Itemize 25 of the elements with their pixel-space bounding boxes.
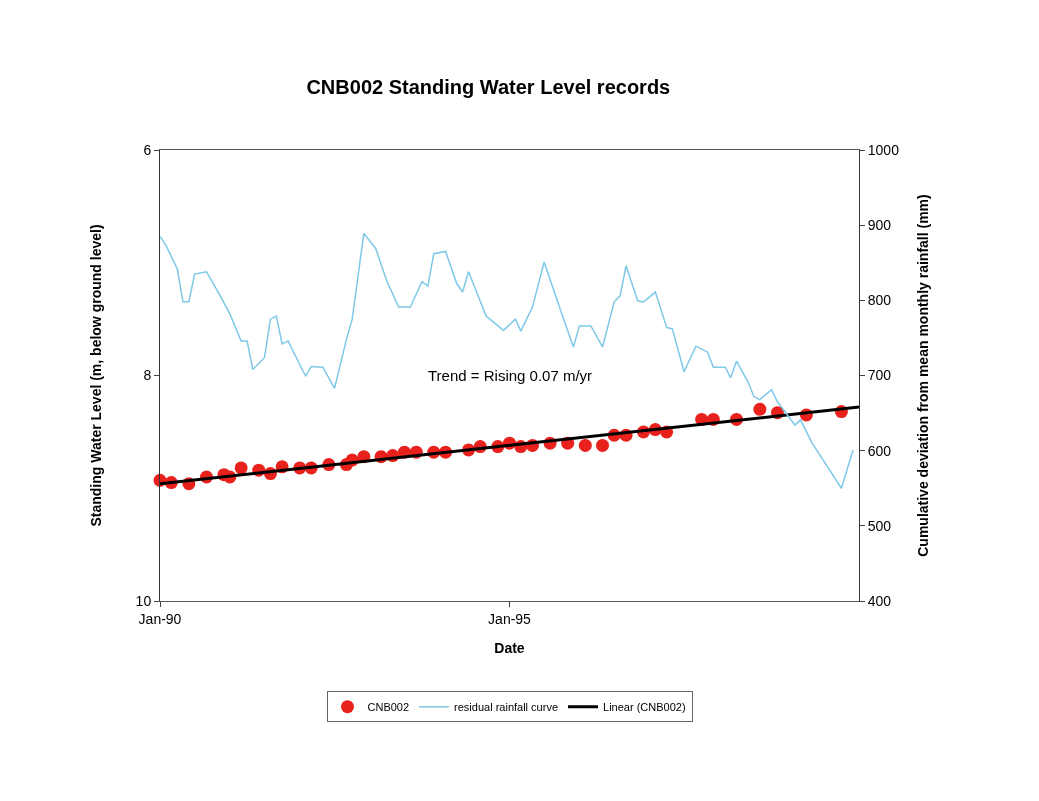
y-tick-label: 6 xyxy=(143,141,152,158)
line-series xyxy=(160,232,854,489)
x-tick-label: Jan-95 xyxy=(488,610,532,627)
y2-axis-title: Cumulative deviation from mean monthly rainfall (mm) xyxy=(915,194,932,557)
point xyxy=(234,461,248,475)
y2-tick-label: 400 xyxy=(867,592,892,609)
x-axis-title: Date xyxy=(494,640,525,656)
point xyxy=(578,438,592,452)
y2-tick-label: 500 xyxy=(867,517,892,534)
y2-tick-label: 800 xyxy=(867,292,892,309)
chart-title: CNB002 Standing Water Level records xyxy=(306,76,671,99)
point xyxy=(596,438,610,452)
y-tick-label: 8 xyxy=(143,367,152,384)
y-tick-label: 10 xyxy=(135,592,152,609)
x-tick-label: Jan-90 xyxy=(138,610,182,627)
legend-label: residual rainfall curve xyxy=(454,700,559,713)
y-axis-title: Standing Water Level (m, below ground level) xyxy=(88,224,105,527)
y2-tick-label: 900 xyxy=(867,217,892,234)
legend-label: Linear (CNB002) xyxy=(603,700,686,713)
point xyxy=(753,402,767,416)
annotation: Trend = Rising 0.07 m/yr xyxy=(428,367,593,384)
y2-tick-label: 600 xyxy=(867,442,892,459)
legend-label: CNB002 xyxy=(367,700,410,713)
y2-tick-label: 1000 xyxy=(867,141,900,158)
y2-tick-label: 700 xyxy=(867,367,892,384)
